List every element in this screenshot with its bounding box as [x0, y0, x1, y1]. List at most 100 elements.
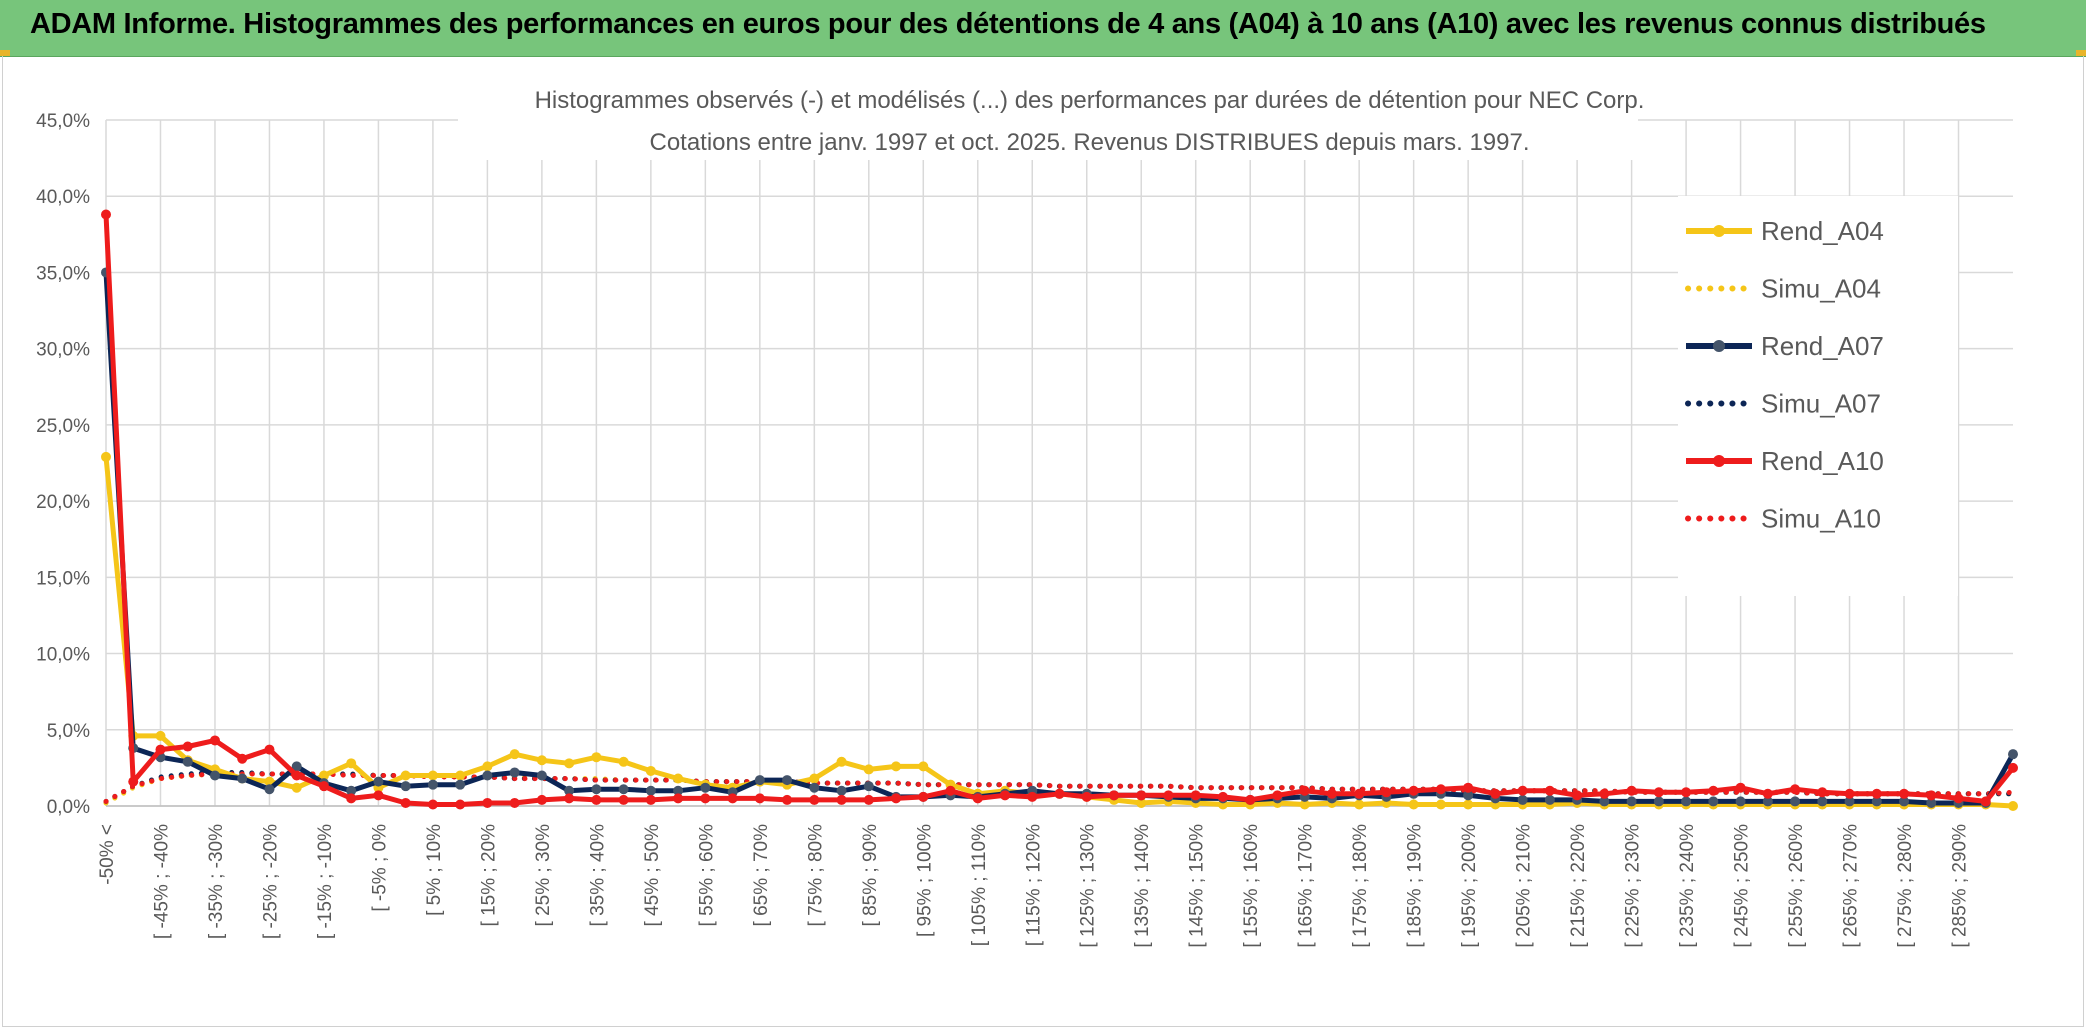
data-point-rend-a10	[1681, 787, 1692, 798]
data-point-rend-a10	[1081, 791, 1092, 802]
x-tick-label: [ 145% ; 150%	[1187, 824, 1208, 948]
data-point-rend-a10	[509, 797, 520, 808]
data-point-rend-a10	[1953, 793, 1964, 804]
data-point-rend-a10	[700, 793, 711, 804]
data-point-rend-a04	[509, 749, 520, 760]
data-point-rend-a10	[1653, 787, 1664, 798]
data-point-rend-a10	[1136, 790, 1147, 801]
y-tick-label: 30,0%	[36, 340, 90, 361]
data-point-rend-a07	[1653, 796, 1664, 807]
corner-mark	[2076, 50, 2086, 56]
data-point-rend-a10	[291, 770, 302, 781]
y-tick-label: 45,0%	[36, 111, 90, 132]
x-tick-label: [ 155% ; 160%	[1241, 824, 1262, 948]
x-tick-label: [ 85% ; 90%	[860, 824, 881, 927]
data-point-rend-a10	[1544, 785, 1555, 796]
x-tick-label: [ 135% ; 140%	[1132, 824, 1153, 948]
data-point-rend-a10	[1000, 790, 1011, 801]
data-point-rend-a10	[1517, 785, 1528, 796]
data-point-rend-a07	[509, 767, 520, 778]
x-tick-label: [ 225% ; 230%	[1623, 824, 1644, 948]
x-tick-label: [ -5% ; 0%	[369, 824, 390, 912]
data-point-rend-a10	[182, 741, 193, 752]
data-point-rend-a07	[809, 782, 820, 793]
legend-label-simu-a04: Simu_A04	[1761, 274, 1881, 304]
data-point-rend-a04	[1136, 797, 1147, 808]
data-point-rend-a07	[373, 776, 384, 787]
data-point-rend-a10	[754, 793, 765, 804]
data-point-rend-a10	[1381, 787, 1392, 798]
x-tick-label: [ 95% ; 100%	[914, 824, 935, 937]
data-point-rend-a10	[237, 753, 248, 764]
data-point-rend-a10	[945, 785, 956, 796]
data-point-rend-a04	[1463, 799, 1474, 810]
data-point-rend-a07	[1844, 796, 1855, 807]
corner-mark	[0, 50, 10, 56]
data-point-rend-a07	[1899, 796, 1910, 807]
chart-title-background	[458, 80, 1638, 160]
data-point-rend-a07	[700, 782, 711, 793]
x-tick-label: [ 5% ; 10%	[424, 824, 445, 916]
data-point-rend-a04	[400, 770, 411, 781]
data-point-rend-a07	[1735, 796, 1746, 807]
data-point-rend-a07	[1544, 794, 1555, 805]
data-point-rend-a10	[1871, 788, 1882, 799]
data-point-rend-a10	[1463, 782, 1474, 793]
x-tick-label: [ 45% ; 50%	[642, 824, 663, 927]
data-point-rend-a04	[673, 773, 684, 784]
data-point-rend-a10	[1163, 790, 1174, 801]
data-point-rend-a10	[1626, 785, 1637, 796]
data-point-rend-a07	[673, 785, 684, 796]
data-point-rend-a10	[836, 794, 847, 805]
data-point-rend-a07	[2008, 749, 2018, 760]
data-point-rend-a10	[1217, 791, 1228, 802]
data-point-rend-a04	[291, 782, 302, 793]
data-point-rend-a10	[591, 794, 602, 805]
data-point-rend-a07	[264, 784, 275, 795]
x-tick-label: [ -45% ; -40%	[151, 824, 172, 939]
data-point-rend-a07	[182, 756, 193, 767]
x-tick-label: [ 275% ; 280%	[1895, 824, 1916, 948]
y-tick-label: 35,0%	[36, 263, 90, 284]
data-point-rend-a07	[1681, 796, 1692, 807]
data-point-rend-a04	[836, 756, 847, 767]
data-point-rend-a07	[400, 781, 411, 792]
x-tick-label: [ 285% ; 290%	[1950, 824, 1971, 948]
data-point-rend-a10	[1790, 784, 1801, 795]
data-point-rend-a10	[1326, 788, 1337, 799]
data-point-rend-a07	[291, 761, 302, 772]
data-point-rend-a04	[809, 773, 820, 784]
chart-subtitle: Cotations entre janv. 1997 et oct. 2025.…	[649, 129, 1529, 156]
data-point-rend-a10	[1299, 785, 1310, 796]
x-tick-label: [ 245% ; 250%	[1732, 824, 1753, 948]
legend-label-rend-a07: Rend_A07	[1761, 331, 1884, 361]
x-tick-label: [ 55% ; 60%	[696, 824, 717, 927]
data-point-rend-a10	[972, 793, 983, 804]
data-point-rend-a10	[645, 794, 656, 805]
y-tick-label: 5,0%	[47, 721, 90, 742]
x-tick-label: [ 25% ; 30%	[533, 824, 554, 927]
data-point-rend-a07	[455, 779, 466, 790]
chart-title: Histogrammes observés (-) et modélisés (…	[535, 87, 1645, 114]
data-point-rend-a04	[2008, 801, 2018, 811]
data-point-rend-a04	[1408, 799, 1419, 810]
x-tick-label: [ 15% ; 20%	[478, 824, 499, 927]
data-point-rend-a10	[400, 797, 411, 808]
data-point-rend-a07	[782, 775, 793, 786]
data-point-rend-a10	[1354, 788, 1365, 799]
data-point-rend-a10	[1190, 790, 1201, 801]
data-point-rend-a07	[1626, 796, 1637, 807]
data-point-rend-a10	[1599, 788, 1610, 799]
data-point-rend-a10	[1490, 788, 1501, 799]
data-point-rend-a10	[1762, 788, 1773, 799]
data-point-rend-a10	[1926, 790, 1937, 801]
data-point-rend-a04	[1299, 799, 1310, 810]
x-tick-label: [ 185% ; 190%	[1405, 824, 1426, 948]
data-point-rend-a07	[645, 785, 656, 796]
data-point-rend-a10	[536, 794, 547, 805]
data-point-rend-a10	[918, 791, 929, 802]
data-point-rend-a10	[128, 776, 139, 787]
data-point-rend-a04	[482, 761, 493, 772]
data-point-rend-a07	[1599, 796, 1610, 807]
x-tick-label: [ 235% ; 240%	[1677, 824, 1698, 948]
